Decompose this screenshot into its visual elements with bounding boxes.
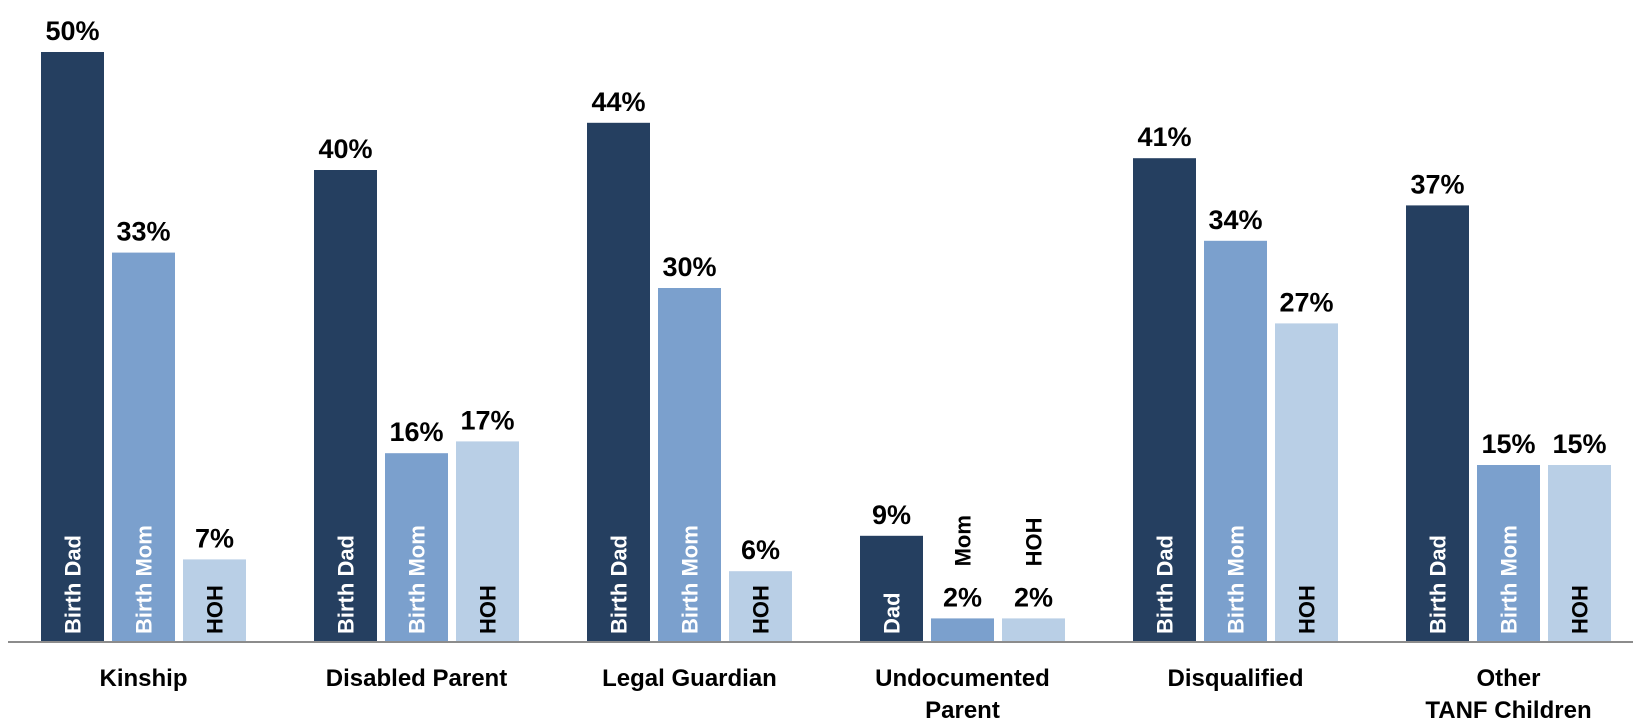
value-label: 15% — [1481, 429, 1535, 459]
series-label: HOH — [1022, 518, 1047, 567]
value-label: 6% — [741, 535, 780, 565]
series-label: Birth Dad — [1153, 535, 1178, 634]
category-label: Disqualified — [1167, 665, 1303, 692]
bar-3-2 — [658, 288, 721, 642]
bar-1-1 — [41, 52, 104, 642]
value-label: 7% — [195, 523, 234, 553]
category-label: Legal Guardian — [602, 665, 777, 692]
series-label: HOH — [749, 585, 774, 634]
category-label: Other — [1476, 665, 1540, 692]
bar-5-1 — [1133, 158, 1196, 642]
bar-2-1 — [314, 170, 377, 642]
value-label: 17% — [460, 405, 514, 435]
value-label: 2% — [1014, 582, 1053, 612]
bar-5-2 — [1204, 240, 1267, 643]
bar-5-3 — [1275, 323, 1338, 642]
bar-2-2 — [385, 453, 448, 642]
value-label: 2% — [943, 582, 982, 612]
category-label: Disabled Parent — [326, 665, 507, 692]
series-label: Birth Dad — [1426, 535, 1451, 634]
series-label: Birth Mom — [1497, 525, 1522, 634]
bar-4-1 — [860, 535, 923, 642]
series-label: Mom — [951, 515, 976, 566]
bar-4-3 — [1002, 618, 1065, 642]
series-label: Birth Mom — [132, 525, 157, 634]
series-label: Birth Dad — [334, 535, 359, 634]
series-label: HOH — [203, 585, 228, 634]
bar-6-2 — [1477, 465, 1540, 642]
bar-6-3 — [1548, 465, 1611, 642]
category-label: TANF Children — [1425, 697, 1591, 724]
value-label: 15% — [1552, 429, 1606, 459]
series-label: HOH — [1568, 585, 1593, 634]
series-label: HOH — [476, 585, 501, 634]
bar-3-1 — [587, 122, 650, 643]
series-label: HOH — [1295, 585, 1320, 634]
value-label: 37% — [1410, 169, 1464, 199]
series-label: Birth Mom — [405, 525, 430, 634]
series-label: Dad — [880, 592, 905, 634]
value-label: 16% — [389, 417, 443, 447]
value-label: 34% — [1208, 205, 1262, 235]
bar-3-3 — [729, 571, 792, 642]
series-label: Birth Mom — [678, 525, 703, 634]
value-label: 9% — [872, 500, 911, 530]
value-label: 50% — [45, 16, 99, 46]
value-label: 41% — [1137, 122, 1191, 152]
bar-4-2 — [931, 618, 994, 642]
category-label: Undocumented — [875, 665, 1050, 692]
bar-2-3 — [456, 441, 519, 642]
value-label: 40% — [318, 134, 372, 164]
category-label: Kinship — [100, 665, 188, 692]
value-label: 33% — [116, 217, 170, 247]
value-label: 27% — [1279, 287, 1333, 317]
bar-6-1 — [1406, 205, 1469, 642]
series-label: Birth Dad — [607, 535, 632, 634]
value-label: 30% — [662, 252, 716, 282]
bars-layer — [41, 52, 1611, 643]
bar-1-2 — [112, 252, 175, 642]
series-label: Birth Dad — [61, 535, 86, 634]
bar-1-3 — [183, 559, 246, 642]
value-label: 44% — [591, 87, 645, 117]
labels-layer: 50% Birth Dad 33% Birth Mom 7% HOH Kinship 40% B… — [45, 16, 1606, 724]
category-label: Parent — [925, 697, 1000, 724]
series-label: Birth Mom — [1224, 525, 1249, 634]
